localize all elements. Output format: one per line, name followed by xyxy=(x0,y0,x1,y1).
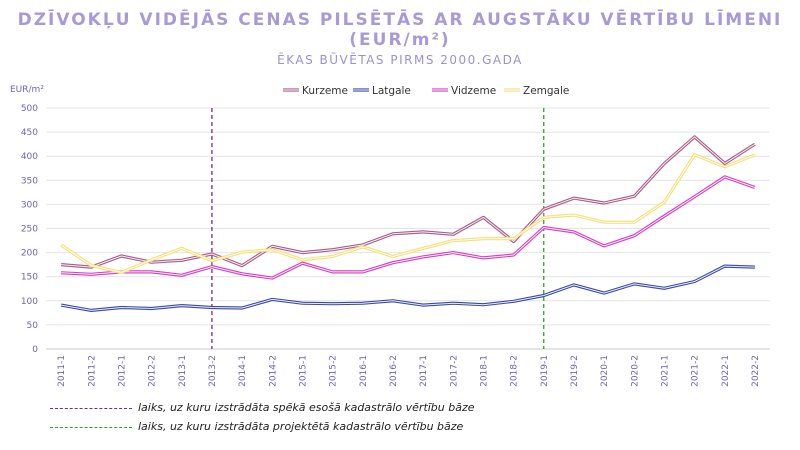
x-tick-label: 2013-2 xyxy=(208,355,218,387)
y-tick-label: 250 xyxy=(21,225,38,235)
y-tick-label: 50 xyxy=(27,321,39,331)
existing-base-line-sample xyxy=(50,408,132,409)
x-tick-label: 2014-1 xyxy=(238,355,248,387)
x-tick-label: 2012-1 xyxy=(117,355,127,387)
y-tick-label: 150 xyxy=(21,273,38,283)
x-tick-label: 2015-2 xyxy=(329,355,339,387)
y-tick-label: 500 xyxy=(21,104,38,114)
series-line-vidzeme-inner xyxy=(61,176,756,279)
x-tick-label: 2022-2 xyxy=(751,355,761,387)
x-tick-label: 2019-2 xyxy=(570,355,580,387)
x-tick-label: 2015-1 xyxy=(298,355,308,387)
projected-base-line-sample xyxy=(50,427,132,428)
y-tick-label: 400 xyxy=(21,152,38,162)
x-tick-label: 2017-2 xyxy=(449,355,459,387)
x-tick-label: 2018-2 xyxy=(510,355,520,387)
x-tick-label: 2017-1 xyxy=(419,355,429,387)
legend-kurzeme-label: Kurzeme xyxy=(302,85,348,97)
series-line-zemgale-inner xyxy=(60,154,756,273)
x-tick-label: 2020-2 xyxy=(630,355,640,387)
series-line-kurzeme-inner xyxy=(61,136,756,268)
y-tick-label: 450 xyxy=(21,128,38,138)
x-tick-label: 2011-2 xyxy=(87,355,97,387)
x-tick-label: 2014-2 xyxy=(268,355,278,387)
x-tick-label: 2022-1 xyxy=(721,355,731,387)
x-tick-label: 2019-1 xyxy=(540,355,550,387)
x-tick-label: 2016-1 xyxy=(359,355,369,387)
existing-base-note: laiks, uz kuru izstrādāta spēkā esošā ka… xyxy=(138,401,475,414)
x-tick-label: 2018-1 xyxy=(479,355,489,387)
x-tick-label: 2021-1 xyxy=(660,355,670,387)
legend-latgale-label: Latgale xyxy=(372,85,411,97)
x-tick-label: 2012-2 xyxy=(148,355,158,387)
x-tick-label: 2011-1 xyxy=(57,355,67,387)
legend-zemgale-label: Zemgale xyxy=(523,85,569,97)
projected-base-note: laiks, uz kuru izstrādāta projektētā kad… xyxy=(138,420,464,433)
y-tick-label: 100 xyxy=(21,297,38,307)
y-tick-label: 350 xyxy=(21,176,38,186)
y-tick-label: 0 xyxy=(32,345,38,355)
x-tick-label: 2020-1 xyxy=(600,355,610,387)
chart-subtitle: ĒKAS BŪVĒTAS PIRMS 2000.GADA xyxy=(277,53,523,67)
x-tick-label: 2016-2 xyxy=(389,355,399,387)
y-tick-label: 200 xyxy=(21,249,38,259)
y-axis-label: EUR/m² xyxy=(10,85,44,95)
y-tick-label: 300 xyxy=(21,200,38,210)
series-line-latgale-inner xyxy=(61,265,755,311)
x-tick-label: 2021-2 xyxy=(691,355,701,387)
legend-vidzeme-label: Vidzeme xyxy=(451,85,496,97)
chart-title: DZĪVOKĻU VIDĒJĀS CENAS PILSĒTĀS AR AUGST… xyxy=(17,10,783,50)
x-tick-label: 2013-1 xyxy=(178,355,188,387)
